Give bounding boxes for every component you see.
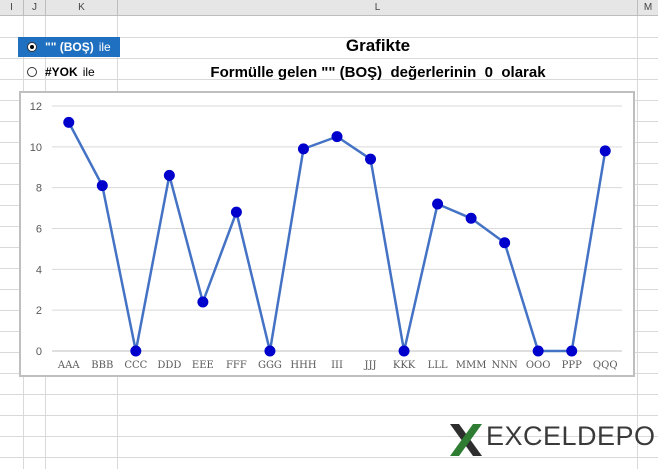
- x-tick-label: III: [331, 360, 343, 371]
- data-point[interactable]: [499, 237, 511, 249]
- exceldepo-logo: EXCELDEPO: [448, 420, 656, 460]
- x-tick-label: PPP: [562, 360, 582, 371]
- x-tick-label: KKK: [393, 360, 416, 371]
- option-bos-label: "" (BOŞ): [45, 40, 94, 54]
- title-line-2: Formülle gelen "" (BOŞ) değerlerinin 0 o…: [210, 64, 546, 81]
- x-tick-label: CCC: [124, 360, 147, 371]
- option-yok-suffix: ile: [82, 65, 95, 79]
- chart-area[interactable]: 0 2 4 6 8 10 12 AAA BBB CCC DDD EEE FFF GGG HHH III JJJ K…: [19, 91, 635, 377]
- data-point[interactable]: [197, 296, 209, 308]
- y-tick-label: 12: [30, 101, 42, 113]
- x-tick-label: AAA: [57, 360, 80, 371]
- column-header-m[interactable]: M: [643, 2, 653, 13]
- data-point[interactable]: [365, 153, 377, 165]
- data-point[interactable]: [532, 345, 544, 357]
- x-tick-label: FFF: [226, 360, 247, 371]
- x-tick-label: MMM: [456, 360, 487, 371]
- column-header-l[interactable]: L: [118, 0, 638, 15]
- line-chart[interactable]: 0 2 4 6 8 10 12 AAA BBB CCC DDD EEE FFF GGG HHH III JJJ K…: [21, 93, 633, 375]
- data-point[interactable]: [599, 145, 611, 157]
- x-tick-label: NNN: [492, 360, 519, 371]
- y-tick-label: 2: [36, 305, 42, 317]
- y-tick-label: 4: [36, 264, 42, 276]
- data-point[interactable]: [566, 345, 578, 357]
- y-tick-label: 10: [30, 142, 42, 154]
- series-line: [67, 121, 607, 353]
- x-tick-label: DDD: [157, 360, 181, 371]
- column-header-j[interactable]: J: [24, 0, 46, 15]
- x-tick-label: QQQ: [593, 360, 618, 371]
- column-header-i[interactable]: I: [0, 0, 24, 15]
- title-line-1: Grafikte: [345, 36, 411, 55]
- excel-x-icon: [450, 424, 482, 456]
- y-tick-label: 0: [36, 346, 42, 358]
- option-bos-suffix: ile: [98, 40, 111, 54]
- data-point[interactable]: [230, 206, 242, 218]
- data-point[interactable]: [163, 169, 175, 181]
- logo-text: EXCELDEPO: [486, 421, 656, 451]
- data-point[interactable]: [297, 143, 309, 155]
- data-point[interactable]: [331, 131, 343, 143]
- y-tick-label: 6: [36, 224, 42, 236]
- radio-unselected-icon[interactable]: [27, 67, 37, 77]
- data-point[interactable]: [465, 212, 477, 224]
- option-yok[interactable]: #YOK ile: [18, 62, 120, 82]
- option-bos[interactable]: "" (BOŞ) ile: [18, 37, 120, 57]
- option-yok-label: #YOK: [45, 65, 78, 79]
- x-tick-label: EEE: [192, 360, 214, 371]
- column-header-k[interactable]: K: [46, 0, 118, 15]
- data-point[interactable]: [432, 198, 444, 210]
- data-point[interactable]: [63, 116, 75, 128]
- x-tick-label: GGG: [258, 360, 282, 371]
- data-point[interactable]: [130, 345, 142, 357]
- x-tick-label: OOO: [526, 360, 551, 371]
- radio-selected-icon[interactable]: [27, 42, 37, 52]
- x-tick-label: LLL: [428, 360, 448, 371]
- data-point[interactable]: [398, 345, 410, 357]
- data-point[interactable]: [96, 180, 108, 192]
- x-tick-label: HHH: [290, 360, 316, 371]
- data-point[interactable]: [264, 345, 276, 357]
- x-tick-label: JJJ: [364, 360, 377, 371]
- x-tick-label: BBB: [91, 360, 113, 371]
- y-tick-label: 8: [36, 183, 42, 195]
- column-headers: I J K L M: [0, 0, 658, 16]
